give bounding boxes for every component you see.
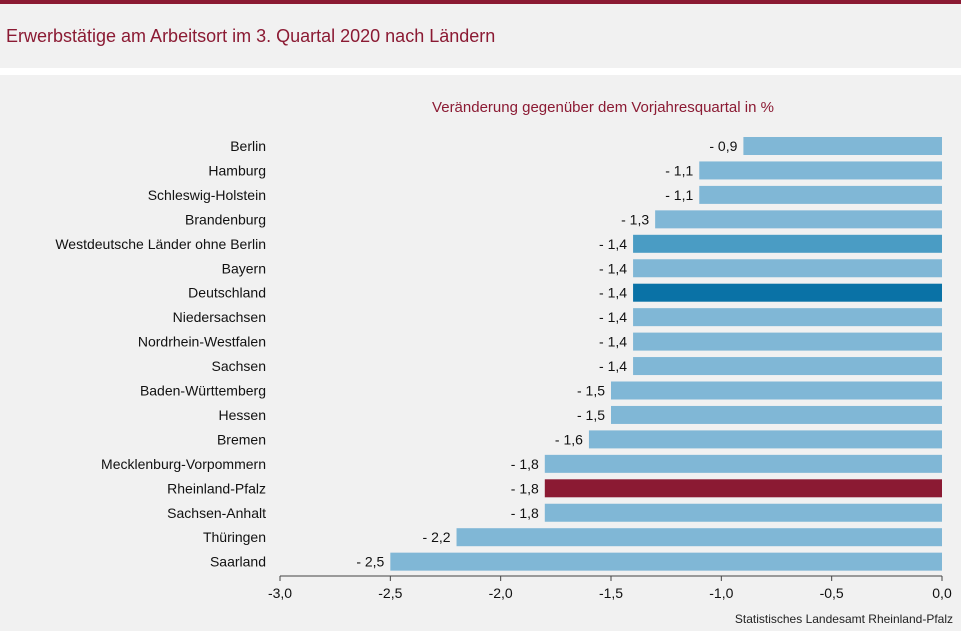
category-label: Bayern xyxy=(222,260,266,276)
page-title: Erwerbstätige am Arbeitsort im 3. Quarta… xyxy=(6,26,496,46)
data-label: - 1,4 xyxy=(599,285,627,301)
data-label: - 1,5 xyxy=(577,407,605,423)
bar xyxy=(633,234,942,253)
source-note: Statistisches Landesamt Rheinland-Pfalz xyxy=(734,612,953,626)
data-label: - 1,8 xyxy=(511,505,539,521)
data-label: - 1,1 xyxy=(665,187,693,203)
data-label: - 1,4 xyxy=(599,236,627,252)
category-label: Rheinland-Pfalz xyxy=(167,480,266,496)
bar xyxy=(633,283,942,302)
data-label: - 1,1 xyxy=(665,162,693,178)
bar xyxy=(544,503,942,522)
category-label: Berlin xyxy=(230,138,266,154)
x-tick-label: -2,0 xyxy=(489,585,513,601)
data-label: - 1,4 xyxy=(599,358,627,374)
category-label: Brandenburg xyxy=(185,211,266,227)
data-label: - 1,5 xyxy=(577,383,605,399)
bar xyxy=(699,161,942,180)
bar xyxy=(633,259,942,278)
category-label: Westdeutsche Länder ohne Berlin xyxy=(55,236,266,252)
bar xyxy=(743,137,942,155)
bar xyxy=(456,528,942,547)
category-label: Schleswig-Holstein xyxy=(148,187,266,203)
top-accent-bar xyxy=(0,0,961,4)
data-label: - 2,2 xyxy=(423,529,451,545)
bar xyxy=(544,479,942,498)
bar xyxy=(655,210,942,229)
bar xyxy=(611,381,942,400)
bar xyxy=(633,357,942,376)
x-tick-label: -1,5 xyxy=(599,585,623,601)
category-label: Hamburg xyxy=(208,162,266,178)
category-label: Hessen xyxy=(219,407,266,423)
data-label: - 1,8 xyxy=(511,480,539,496)
data-label: - 1,6 xyxy=(555,431,583,447)
category-label: Nordrhein-Westfalen xyxy=(138,334,266,350)
bar xyxy=(633,308,942,327)
data-label: - 1,4 xyxy=(599,309,627,325)
data-label: - 2,5 xyxy=(356,554,384,570)
category-label: Thüringen xyxy=(203,529,266,545)
data-label: - 1,4 xyxy=(599,260,627,276)
data-label: - 1,3 xyxy=(621,211,649,227)
data-label: - 1,4 xyxy=(599,334,627,350)
chart-title: Veränderung gegenüber dem Vorjahresquart… xyxy=(432,99,774,116)
x-tick-label: -0,5 xyxy=(820,585,844,601)
bar xyxy=(611,405,942,424)
bar xyxy=(633,332,942,351)
bar-chart: Berlin - 0,9 Hamburg - 1,1 Schleswig-Holstei… xyxy=(55,137,952,601)
bar xyxy=(699,185,942,204)
data-label: - 0,9 xyxy=(709,138,737,154)
x-tick-label: 0,0 xyxy=(932,585,952,601)
category-label: Mecklenburg-Vorpommern xyxy=(101,456,266,472)
x-tick-label: -3,0 xyxy=(268,585,292,601)
bar xyxy=(588,430,942,449)
chart-area: Veränderung gegenüber dem Vorjahresquart… xyxy=(0,75,961,631)
category-label: Sachsen xyxy=(212,358,266,374)
x-tick-label: -2,5 xyxy=(378,585,402,601)
category-label: Sachsen-Anhalt xyxy=(167,505,266,521)
category-label: Niedersachsen xyxy=(173,309,266,325)
bar xyxy=(544,454,942,473)
category-label: Baden-Württemberg xyxy=(140,383,266,399)
bar xyxy=(390,552,942,571)
category-label: Bremen xyxy=(217,431,266,447)
header: Erwerbstätige am Arbeitsort im 3. Quarta… xyxy=(0,4,961,68)
x-tick-label: -1,0 xyxy=(709,585,733,601)
data-label: - 1,8 xyxy=(511,456,539,472)
category-label: Deutschland xyxy=(188,285,266,301)
category-label: Saarland xyxy=(210,554,266,570)
